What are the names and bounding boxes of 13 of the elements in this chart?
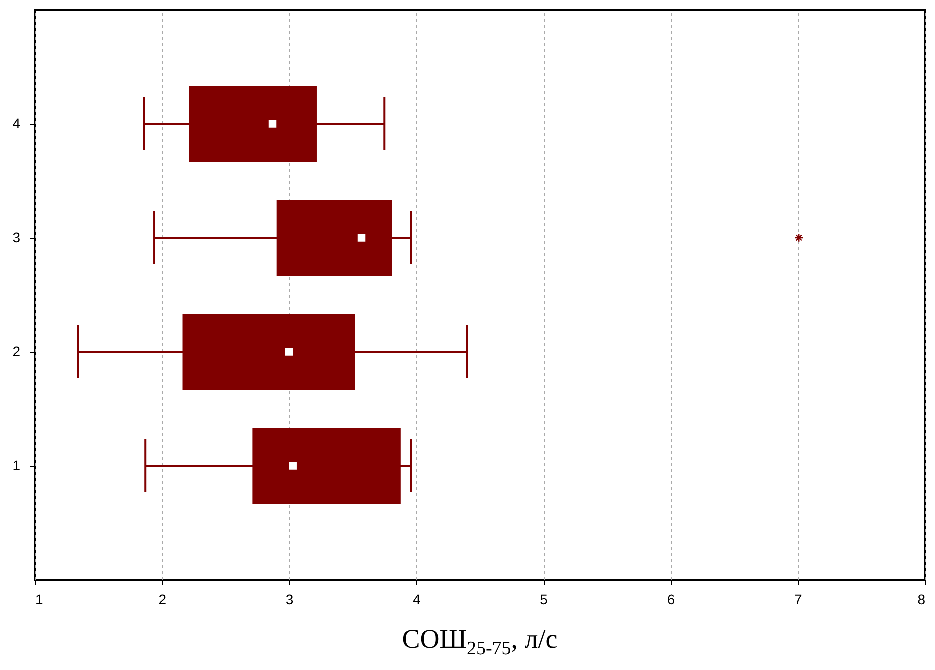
y-tick-label: 1 [12,458,21,474]
x-tick-label: 3 [286,592,294,608]
x-tick-label: 4 [413,592,422,608]
x-axis-title: СОШ$_{25-75}$, л/с [401,624,559,660]
x-tick-label: 2 [158,592,167,608]
x-tick-label: 1 [36,592,44,608]
x-tick-label: 7 [794,592,802,608]
y-tick-label: 2 [12,344,21,360]
y-tick-label: 3 [12,230,21,246]
x-tick-label: 6 [667,592,676,608]
x-tick-label: 5 [540,592,548,608]
x-tick-label: 8 [918,592,926,608]
y-tick-label: 4 [12,116,21,132]
